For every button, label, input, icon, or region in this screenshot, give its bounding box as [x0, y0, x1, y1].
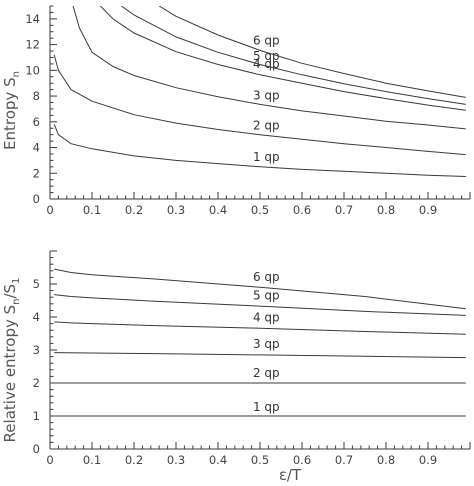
series-line-3qp — [72, 6, 466, 130]
series-label-1qp: 1 qp — [253, 400, 280, 414]
series-line-5qp — [121, 6, 466, 105]
series-label-6qp: 6 qp — [253, 270, 280, 284]
y-tick-label: 14 — [25, 12, 40, 26]
series-label-2qp: 2 qp — [253, 118, 280, 132]
y-tick-label: 5 — [33, 277, 40, 291]
y-tick-label: 12 — [25, 38, 40, 52]
x-tick-label: 0 — [46, 453, 53, 467]
series-label-1qp: 1 qp — [253, 150, 280, 164]
series-line-6qp — [54, 268, 466, 310]
series-label-2qp: 2 qp — [253, 366, 280, 380]
y-tick-label: 2 — [33, 376, 40, 390]
x-tick-label: 0.4 — [209, 453, 227, 467]
x-axis-title: ε/T — [279, 466, 302, 484]
series-label-3qp: 3 qp — [253, 88, 280, 102]
series-line-6qp — [158, 6, 466, 98]
series-label-4qp: 4 qp — [253, 310, 280, 324]
x-tick-label: 0.8 — [377, 203, 395, 217]
series-line-3qp — [54, 352, 466, 359]
y-tick-label: 0 — [33, 192, 40, 206]
y-tick-label: 4 — [33, 310, 40, 324]
x-tick-label: 0.7 — [335, 453, 353, 467]
x-tick-label: 0.6 — [293, 203, 311, 217]
x-tick-label: 0 — [46, 203, 53, 217]
y-tick-label: 10 — [25, 63, 40, 77]
x-tick-label: 0.9 — [419, 453, 437, 467]
y-tick-label: 4 — [33, 141, 40, 155]
x-tick-label: 0.5 — [251, 453, 269, 467]
y-tick-label: 8 — [33, 89, 40, 103]
y-axis-title: Entropy Sn — [1, 71, 22, 150]
x-tick-label: 0.2 — [125, 453, 143, 467]
y-tick-label: 6 — [33, 115, 40, 129]
series-line-1qp — [53, 124, 466, 177]
entropy-panel: 0 0.1 0.2 0.3 0.4 0.5 0.6 0.7 0.8 0.9 0 2 4 6 8 10 12 14 1… — [1, 5, 471, 217]
x-tick-label: 0.1 — [83, 203, 101, 217]
x-tick-label: 0.5 — [251, 203, 269, 217]
series-line-4qp — [100, 6, 466, 111]
series-label-5qp: 5 qp — [253, 49, 280, 63]
x-tick-label: 0.3 — [167, 453, 185, 467]
series-line-2qp — [53, 54, 466, 156]
series-label-6qp: 6 qp — [253, 33, 280, 47]
x-tick-label: 0.1 — [83, 453, 101, 467]
y-tick-label: 3 — [33, 343, 40, 357]
y-tick-label: 0 — [33, 442, 40, 456]
y-tick-label: 1 — [33, 409, 40, 423]
y-axis-title: Relative entropy Sn/S1 — [1, 278, 22, 443]
x-tick-label: 0.6 — [293, 453, 311, 467]
series-label-5qp: 5 qp — [253, 288, 280, 302]
x-tick-label: 0.8 — [377, 453, 395, 467]
series-line-4qp — [54, 321, 466, 335]
series-line-5qp — [54, 294, 466, 316]
x-tick-label: 0.3 — [167, 203, 185, 217]
x-tick-label: 0.2 — [125, 203, 143, 217]
x-tick-label: 0.4 — [209, 203, 227, 217]
relative-entropy-panel: 0 0.1 0.2 0.3 0.4 0.5 0.6 0.7 0.8 0.9 0 1 2 3 4 5 1 qp 2 … — [1, 250, 471, 484]
x-tick-label: 0.9 — [419, 203, 437, 217]
series-label-3qp: 3 qp — [253, 337, 280, 351]
x-tick-label: 0.7 — [335, 203, 353, 217]
y-tick-label: 2 — [33, 166, 40, 180]
